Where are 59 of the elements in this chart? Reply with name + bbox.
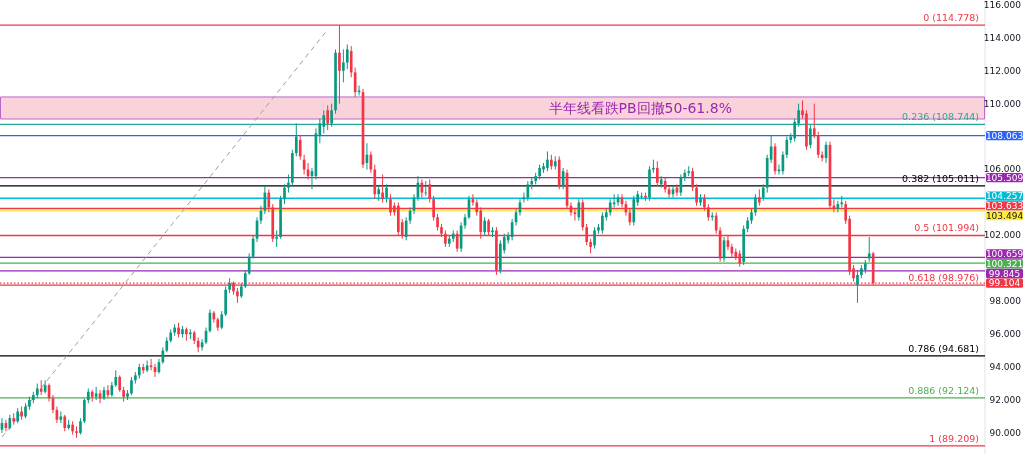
annotation: 0.886 (92.124) [908,384,979,396]
candlestick [294,122,298,157]
ref-line-label: 100.321 [985,258,1024,269]
annotation: 0.786 (94.681) [908,342,979,354]
candlestick [754,193,757,217]
candlestick [632,195,636,227]
candlestick [130,376,133,396]
candlestick [812,103,816,139]
ref-line-label: 105.509 [985,172,1024,183]
candlestick [526,180,530,202]
y-tick-label: 116.000 [983,0,1022,10]
candlestick [243,269,247,289]
candlestick [287,173,290,194]
ref-line-label: 104.257 [985,191,1024,202]
candlestick [275,229,278,248]
candlestick [691,167,694,192]
annotation: 0.236 (108.744) [902,111,979,123]
annotation: 1 (89.209) [929,432,979,444]
candlestick [283,183,286,205]
ref-line-label: 103.494 [985,210,1024,221]
candlestick [695,183,698,207]
y-tick-label: 106.000 [983,164,1022,175]
y-tick-label: 114.000 [983,32,1022,43]
candlestick [149,358,153,371]
candlestick [326,104,330,131]
band-label: 半年线看跌PB回撤50-61.8% [548,99,732,116]
y-tick-label: 112.000 [983,65,1022,76]
candlestick [856,269,859,304]
candlestick [867,236,871,263]
annotation: 0.5 (101.994) [914,222,979,234]
candlestick [816,131,820,159]
candlestick [428,178,432,203]
candlestick [385,183,388,203]
candlestick [342,48,345,83]
candlestick [220,310,224,330]
candlestick [593,226,596,250]
y-tick-label: 102.000 [983,230,1022,241]
y-tick-label: 98.000 [989,296,1022,307]
ref-line-label: 103.633 [985,201,1024,212]
y-tick-label: 90.000 [989,427,1022,438]
candlestick [809,124,812,149]
candlestick [655,160,659,187]
ref-line-label: 99.104 [988,278,1021,289]
candlestick [546,150,549,172]
candlestick [330,103,333,128]
candlestick [483,216,486,236]
annotation: 0.618 (98.976) [908,272,979,284]
candlestick [345,43,349,70]
candlestick [83,397,86,424]
ref-line-label: 100.659 [985,249,1024,260]
ref-line-label: 99.845 [988,268,1021,279]
ref-line-label: 108.063 [985,130,1024,141]
y-tick-label: 96.000 [989,328,1022,339]
y-tick-label: 94.000 [989,361,1022,372]
candlestick [601,211,604,235]
annotation: 0 (114.778) [923,12,979,24]
candlestick [322,109,326,134]
y-tick-label: 92.000 [989,394,1022,405]
candlestick [381,173,384,203]
